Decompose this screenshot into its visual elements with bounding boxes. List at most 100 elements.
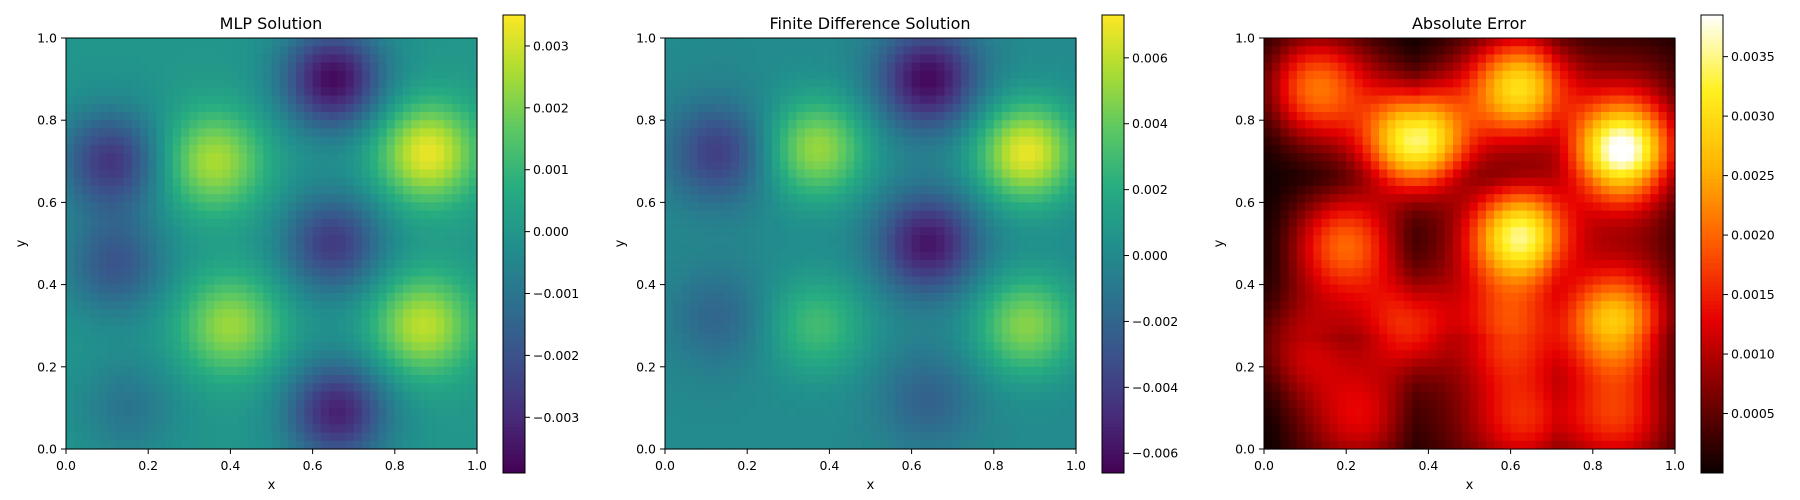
heatmap-cell <box>845 111 855 121</box>
heatmap-cell <box>837 235 847 245</box>
heatmap-cell <box>255 136 264 146</box>
heatmap-cell <box>378 95 388 105</box>
heatmap-cell <box>370 325 379 335</box>
heatmap-cell <box>812 169 822 179</box>
heatmap-cell <box>287 292 297 302</box>
heatmap-cell <box>903 399 913 409</box>
heatmap-cell <box>771 407 781 417</box>
heatmap-cell <box>763 416 773 425</box>
heatmap-cell <box>681 169 691 179</box>
heatmap-cell <box>82 46 92 56</box>
heatmap-cell <box>238 358 248 368</box>
heatmap-cell <box>878 46 888 56</box>
heatmap-cell <box>189 79 199 88</box>
heatmap-cell <box>993 103 1003 113</box>
heatmap-cell <box>90 391 100 401</box>
heatmap-cell <box>139 136 149 146</box>
heatmap-cell <box>337 153 347 162</box>
heatmap-cell <box>353 202 363 212</box>
heatmap-cell <box>1026 251 1036 261</box>
heatmap-cell <box>788 292 798 302</box>
heatmap-cell <box>895 284 904 294</box>
chart-title: Finite Difference Solution <box>769 14 970 33</box>
heatmap-cell <box>287 161 297 171</box>
heatmap-cell <box>977 391 987 401</box>
heatmap-cell <box>378 120 388 130</box>
heatmap-cell <box>131 276 141 286</box>
heatmap-cell <box>320 259 330 269</box>
heatmap-cell <box>279 366 289 376</box>
heatmap-cell <box>714 235 724 245</box>
heatmap-cell <box>985 333 995 343</box>
heatmap-cell <box>378 325 388 335</box>
heatmap-cell <box>444 120 453 130</box>
heatmap-cell <box>993 227 1003 236</box>
heatmap-cell <box>780 399 789 409</box>
heatmap-cell <box>156 342 166 351</box>
heatmap-cell <box>460 251 470 261</box>
heatmap-cell <box>747 235 757 245</box>
heatmap-cell <box>673 391 683 401</box>
heatmap-cell <box>411 87 421 97</box>
heatmap-cell <box>139 366 149 376</box>
heatmap-cell <box>895 227 904 236</box>
heatmap-cell <box>829 301 839 310</box>
heatmap-cell <box>181 268 190 277</box>
heatmap-cell <box>148 194 158 203</box>
heatmap-cell <box>452 70 462 80</box>
heatmap-cell <box>697 38 707 47</box>
heatmap-cell <box>944 317 954 327</box>
heatmap-cell <box>296 325 305 335</box>
heatmap-cell <box>960 259 970 269</box>
heatmap-cell <box>919 38 929 47</box>
heatmap-cell <box>689 62 699 72</box>
heatmap-cell <box>878 111 888 121</box>
heatmap-cell <box>870 95 880 105</box>
heatmap-cell <box>977 317 987 327</box>
heatmap-cell <box>1018 325 1028 335</box>
heatmap-cell <box>131 120 141 130</box>
heatmap-cell <box>468 103 478 113</box>
heatmap-cell <box>771 194 781 203</box>
heatmap-cell <box>665 153 674 162</box>
heatmap-cell <box>263 70 273 80</box>
colorbar-segment <box>503 293 525 298</box>
heatmap-cell <box>870 333 880 343</box>
heatmap-cell <box>829 268 839 277</box>
heatmap-cell <box>271 161 281 171</box>
heatmap-cell <box>181 383 190 393</box>
heatmap-cell <box>738 333 748 343</box>
heatmap-cell <box>90 194 100 203</box>
heatmap-cell <box>427 235 437 245</box>
heatmap-cell <box>1059 202 1069 212</box>
heatmap-cell <box>238 268 248 277</box>
heatmap-cell <box>156 210 166 220</box>
heatmap-cell <box>246 202 256 212</box>
heatmap-cell <box>755 169 765 179</box>
heatmap-cell <box>370 235 379 245</box>
heatmap-cell <box>403 424 412 434</box>
heatmap-cell <box>952 87 962 97</box>
heatmap-cell <box>370 366 379 376</box>
heatmap-cell <box>903 391 913 401</box>
heatmap-cell <box>90 399 100 409</box>
heatmap-cell <box>1026 342 1036 351</box>
heatmap-cell <box>427 350 437 360</box>
heatmap-cell <box>977 350 987 360</box>
heatmap-cell <box>993 399 1003 409</box>
heatmap-cell <box>115 407 125 417</box>
heatmap-cell <box>788 416 798 425</box>
heatmap-cell <box>673 342 683 351</box>
heatmap-cell <box>98 153 108 162</box>
heatmap-cell <box>673 153 683 162</box>
heatmap-cell <box>1043 120 1052 130</box>
heatmap-cell <box>878 87 888 97</box>
heatmap-cell <box>1026 62 1036 72</box>
heatmap-cell <box>230 325 240 335</box>
heatmap-cell <box>952 79 962 88</box>
heatmap-cell <box>444 70 453 80</box>
heatmap-cell <box>181 432 190 442</box>
heatmap-cell <box>796 416 806 425</box>
heatmap-cell <box>1010 194 1020 203</box>
heatmap-cell <box>681 235 691 245</box>
